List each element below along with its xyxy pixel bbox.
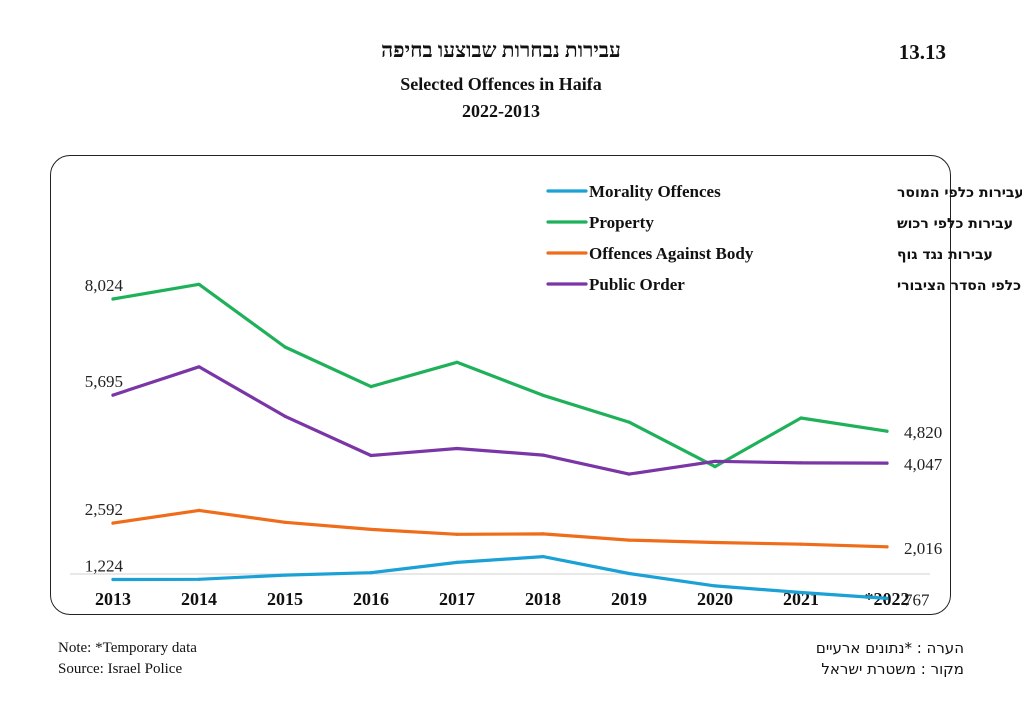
data-point [885,545,889,549]
start-value-label: 8,024 [85,276,124,295]
series-line-1 [111,282,889,469]
data-point [799,542,803,546]
note-temporary-data-hebrew: הערה : *נתונים ארעיים [815,639,964,657]
footnote-english: Note: *Temporary data Source: Israel Pol… [58,638,197,680]
chart-title-english: Selected Offences in Haifa [400,74,602,94]
data-point [885,596,889,601]
start-value-label: 2,592 [85,500,123,519]
data-point [799,590,803,595]
legend-label: Public Order [589,275,685,294]
chart-title-hebrew: עבירות נבחרות שבוצעו בחיפה [381,38,621,62]
legend-label-hebrew: עבירות כלפי המוסר [897,185,1022,201]
data-point [197,365,201,369]
x-tick-label: 2018 [525,589,561,609]
data-point [283,520,287,524]
data-point [627,571,631,576]
legend-label-hebrew: עבירות נגד גוף [897,247,993,263]
source-line-hebrew: מקור : משטרת ישראל [821,660,964,678]
x-tick-label: 2016 [353,589,389,609]
data-point [713,584,717,588]
legend-label: Offences Against Body [589,244,754,263]
legend-label: Morality Offences [589,182,721,201]
legend-label-hebrew: עבירות כלפי רכוש [897,216,1013,232]
data-point [455,360,459,364]
data-point [111,297,115,301]
end-value-label: 4,820 [904,423,942,442]
legend-label-hebrew: עבירות כלפי הסדר הציבורי [897,278,1022,294]
end-value-label: 4,047 [904,455,943,474]
data-point [541,453,545,457]
series-line-2 [111,508,889,549]
x-tick-label: 2015 [267,589,303,609]
data-point [455,532,459,536]
data-point [283,345,287,349]
data-point [799,461,803,465]
legend-label: Property [589,213,654,232]
data-point [111,393,115,397]
chart-year-range: 2022-2013 [462,101,540,121]
data-point [885,429,889,433]
x-tick-label: 2020 [697,589,733,609]
data-point [197,282,201,286]
source-line: Source: Israel Police [58,661,183,677]
data-point [627,538,631,542]
series-line-0 [111,554,889,601]
data-point [197,577,201,581]
series-line-3 [111,365,889,476]
x-tick-label: 2014 [181,589,217,609]
data-point [713,459,717,463]
footnote-hebrew: הערה : *נתונים ארעיים מקור : משטרת ישראל [816,638,964,680]
data-point [541,532,545,536]
chart-frame [50,155,951,615]
x-tick-label: 2019 [611,589,647,609]
data-point [369,527,373,532]
data-point [455,560,459,565]
data-point [455,446,459,451]
data-point [713,465,717,469]
start-value-label: 5,695 [85,372,123,391]
x-tick-label: 2017 [439,589,475,609]
data-point [541,393,545,397]
data-point [283,573,287,577]
data-point [111,521,115,525]
data-point [627,420,631,424]
end-value-label: 2,016 [904,539,942,558]
note-temporary-data: Note: *Temporary data [58,640,197,656]
start-value-label: 1,224 [85,557,124,576]
data-point [369,385,373,389]
data-point [283,414,287,418]
x-tick-label: 2013 [95,589,131,609]
data-point [197,508,201,512]
data-point [369,453,373,458]
data-point [627,472,631,476]
data-point [111,577,115,582]
data-point [885,461,889,465]
data-point [799,416,803,420]
data-point [541,555,545,559]
data-point [713,540,717,545]
table-number: 13.13 [898,40,946,64]
end-value-label: 767 [904,590,930,609]
data-point [369,571,373,575]
